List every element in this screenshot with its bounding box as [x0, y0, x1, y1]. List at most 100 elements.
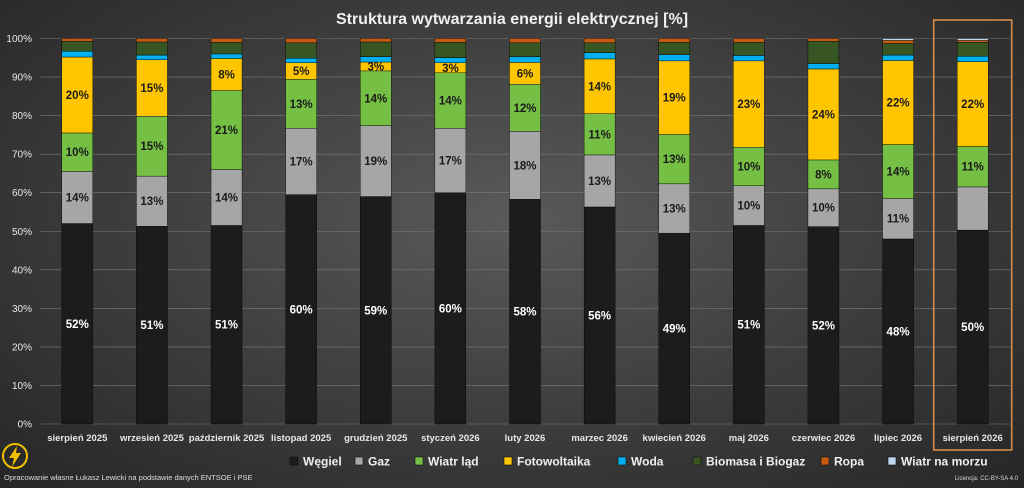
- x-tick-label: styczeń 2026: [421, 433, 480, 444]
- bar-segment: [956, 146, 989, 188]
- bar-segment: [956, 61, 989, 147]
- legend-swatch: [503, 456, 513, 466]
- bar-segment: [61, 38, 94, 42]
- x-tick-label: marzec 2026: [571, 433, 628, 444]
- data-label: 18%: [513, 160, 536, 172]
- x-axis-ticks: sierpień 2025 wrzesień 2025 październik 20…: [47, 433, 1003, 444]
- bar-segment: [210, 42, 243, 55]
- data-label: 10%: [737, 201, 760, 213]
- bar-segment: [882, 54, 914, 61]
- bar-segment: [733, 185, 765, 226]
- y-axis-ticks: 0% 10% 20% 30% 40% 50% 60% 70% 80% 90% 100%: [6, 34, 32, 431]
- x-tick-label: wrzesień 2025: [119, 433, 185, 444]
- bar-segment: [136, 226, 168, 425]
- bar-segment: [360, 41, 392, 57]
- data-label: 13%: [663, 204, 686, 216]
- segment-labels: 52% 14% 10% 20% 51% 13% 15% 15% 51% 14% 21% 8% 60% 17…: [66, 61, 984, 338]
- data-label: 14%: [66, 193, 89, 205]
- data-label: 14%: [439, 96, 462, 108]
- y-tick-label: 60%: [12, 188, 32, 199]
- data-label: 10%: [737, 161, 760, 173]
- data-label: 19%: [663, 93, 686, 105]
- bar-segment: [583, 38, 616, 43]
- bar-segment: [733, 42, 765, 56]
- legend-label: Fotowoltaika: [517, 455, 591, 469]
- legend-swatch: [887, 456, 897, 466]
- y-tick-label: 50%: [12, 227, 32, 238]
- y-tick-label: 30%: [12, 304, 32, 315]
- bar-segment: [61, 171, 94, 224]
- y-tick-label: 90%: [12, 73, 32, 84]
- data-label: 11%: [588, 129, 610, 141]
- bar-segment: [882, 144, 914, 199]
- bar-segment: [285, 194, 317, 425]
- data-label: 60%: [290, 304, 313, 316]
- bar-segment: [434, 38, 467, 43]
- bar-segment: [61, 40, 94, 52]
- bar-segment: [210, 38, 243, 43]
- data-label: 51%: [140, 320, 163, 332]
- y-tick-label: 80%: [12, 111, 32, 122]
- data-label: 3%: [442, 63, 459, 75]
- bar-segment: [882, 238, 914, 425]
- data-label: 3%: [367, 61, 384, 73]
- x-tick-label: październik 2025: [189, 433, 265, 444]
- legend-label: Wiatr na morzu: [901, 455, 988, 469]
- data-label: 49%: [663, 324, 686, 336]
- data-label: 22%: [961, 99, 984, 111]
- y-tick-label: 20%: [12, 342, 32, 353]
- data-label: 6%: [517, 68, 534, 80]
- data-label: 13%: [140, 196, 163, 208]
- lightning-logo-icon: [2, 443, 28, 469]
- data-label: 52%: [812, 320, 835, 332]
- bar-segment: [956, 186, 989, 231]
- bar-segment: [956, 229, 989, 425]
- bar-segment: [210, 90, 243, 170]
- bar-segment: [210, 58, 243, 91]
- bar-segment: [882, 198, 914, 240]
- bar-segment: [136, 54, 168, 60]
- bar-segment: [807, 68, 840, 161]
- data-label: 20%: [66, 90, 89, 102]
- data-label: 17%: [439, 156, 462, 168]
- data-label: 51%: [737, 320, 760, 332]
- bar-segment: [434, 128, 467, 193]
- data-label: 14%: [364, 93, 387, 105]
- bar-segment: [733, 225, 765, 425]
- data-label: 13%: [588, 176, 611, 188]
- bar-segment: [658, 54, 690, 62]
- bar-segment: [509, 42, 541, 57]
- data-label: 14%: [588, 81, 611, 93]
- bar-segment: [285, 57, 317, 63]
- y-tick-label: 40%: [12, 265, 32, 276]
- legend-swatch: [414, 456, 424, 466]
- data-label: 56%: [588, 310, 611, 322]
- bar-segment: [658, 232, 690, 425]
- data-label: 22%: [887, 97, 910, 109]
- data-label: 23%: [737, 99, 760, 111]
- data-label: 14%: [215, 193, 238, 205]
- x-tick-label: listopad 2025: [271, 433, 332, 444]
- legend-label: Gaz: [368, 455, 390, 469]
- data-label: 52%: [66, 319, 89, 331]
- bar-segment: [509, 131, 541, 200]
- legend-label: Ropa: [834, 455, 864, 469]
- y-tick-label: 100%: [6, 34, 32, 45]
- bar-segment: [509, 199, 541, 425]
- bar-segment: [509, 56, 541, 63]
- x-tick-label: luty 2026: [505, 433, 546, 444]
- legend-label: Wiatr ląd: [428, 455, 479, 469]
- bar-segment: [61, 56, 94, 134]
- bar-segment: [360, 70, 392, 126]
- bar-segment: [360, 38, 392, 43]
- data-label: 17%: [290, 156, 313, 168]
- bar-segment: [583, 58, 616, 114]
- bar-segment: [658, 42, 690, 55]
- data-label: 13%: [290, 99, 313, 111]
- bar-segment: [509, 38, 541, 43]
- bar-segment: [210, 225, 243, 425]
- y-tick-label: 0%: [18, 420, 33, 431]
- bar-segment: [285, 38, 317, 43]
- data-label: 50%: [961, 322, 984, 334]
